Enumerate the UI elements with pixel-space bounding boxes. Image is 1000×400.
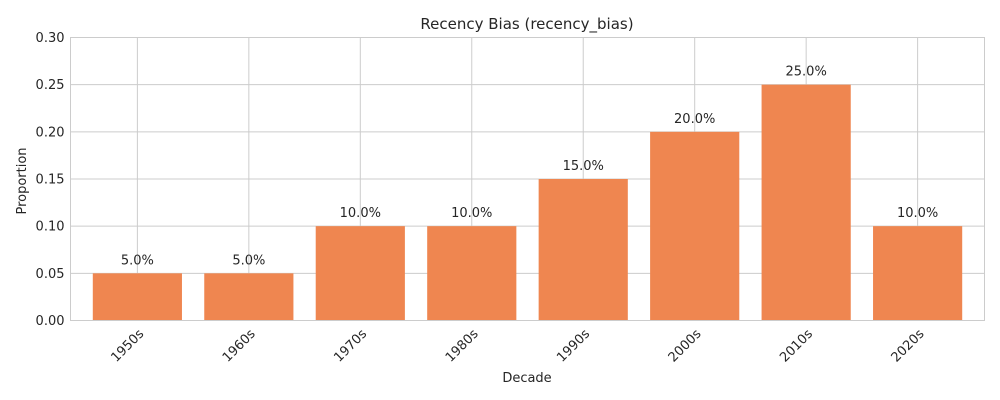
data-label: 10.0% [451, 206, 492, 221]
bar-1990s [538, 179, 628, 321]
bar-2000s [650, 131, 740, 321]
data-label: 25.0% [786, 65, 827, 80]
x-axis-label: Decade [502, 371, 551, 386]
x-tick-label: 1960s [220, 327, 259, 366]
data-labels: 5.0% 5.0% 10.0% 10.0% 15.0% 20.0% 25.0% 10.0% [121, 65, 938, 269]
x-tick-label: 2010s [777, 327, 816, 366]
bar-1950s [92, 273, 182, 321]
y-tick-label: 0.25 [36, 78, 65, 93]
x-tick-label: 1990s [554, 327, 593, 366]
y-tick-label: 0.30 [36, 31, 65, 46]
data-label: 20.0% [674, 112, 715, 127]
y-tick-label: 0.20 [36, 125, 65, 140]
bars [92, 84, 963, 321]
bar-1960s [204, 273, 294, 321]
x-tick-labels: 1950s 1960s 1970s 1980s 1990s 2000s 2010s 2020s [108, 327, 927, 366]
x-tick-label: 1950s [108, 327, 147, 366]
bar-1980s [427, 226, 517, 321]
y-tick-labels: 0.00 0.05 0.10 0.15 0.20 0.25 0.30 [36, 31, 65, 329]
chart-title: Recency Bias (recency_bias) [420, 15, 633, 34]
data-label: 10.0% [340, 206, 381, 221]
x-tick-label: 1970s [331, 327, 370, 366]
y-tick-label: 0.05 [36, 267, 65, 282]
x-tick-label: 1980s [443, 327, 482, 366]
y-tick-label: 0.10 [36, 220, 65, 235]
bar-1970s [315, 226, 405, 321]
data-label: 15.0% [563, 159, 604, 174]
y-axis-label: Proportion [15, 147, 30, 214]
plot-frame [70, 37, 985, 321]
x-tick-label: 2020s [889, 327, 928, 366]
data-label: 5.0% [121, 253, 154, 268]
y-tick-label: 0.15 [36, 173, 65, 188]
data-label: 10.0% [897, 206, 938, 221]
y-tick-label: 0.00 [36, 314, 65, 329]
data-label: 5.0% [232, 253, 265, 268]
x-tick-label: 2000s [666, 327, 705, 366]
bar-2010s [761, 84, 851, 321]
bar-2020s [873, 226, 963, 321]
